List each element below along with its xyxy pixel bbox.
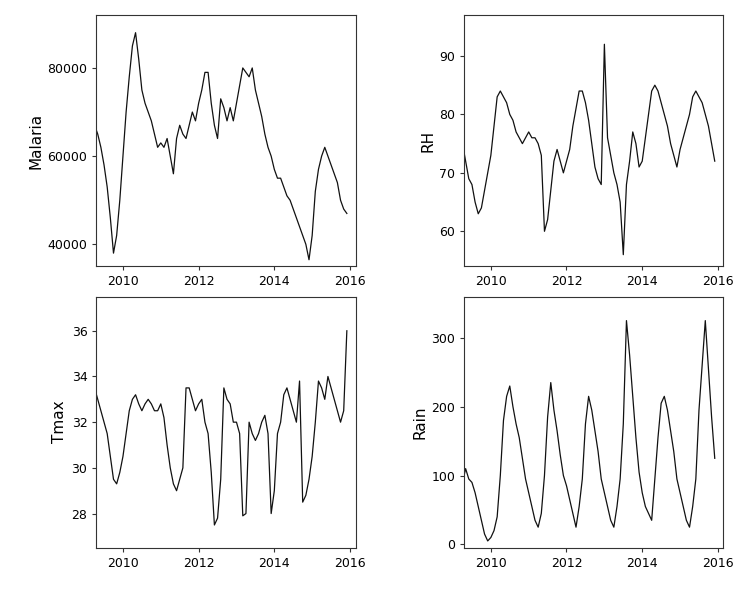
- Y-axis label: RH: RH: [420, 129, 435, 152]
- Y-axis label: Malaria: Malaria: [28, 113, 43, 169]
- Y-axis label: Rain: Rain: [413, 405, 427, 439]
- Y-axis label: Tmax: Tmax: [53, 401, 68, 444]
